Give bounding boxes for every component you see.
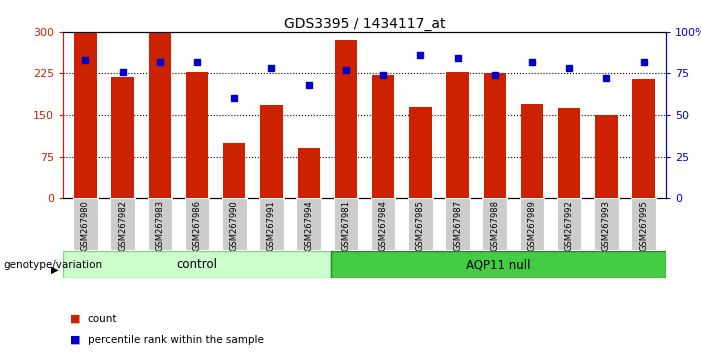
Bar xyxy=(557,198,581,250)
Text: GSM267981: GSM267981 xyxy=(341,200,350,251)
Bar xyxy=(558,108,580,198)
Bar xyxy=(632,79,655,198)
Text: ■: ■ xyxy=(70,335,81,345)
Bar xyxy=(222,198,247,250)
Bar xyxy=(223,143,245,198)
Bar xyxy=(111,77,134,198)
Bar xyxy=(260,105,283,198)
Text: GSM267990: GSM267990 xyxy=(230,200,239,251)
Bar xyxy=(259,198,284,250)
Bar xyxy=(186,72,208,198)
Bar xyxy=(595,115,618,198)
Text: GSM267991: GSM267991 xyxy=(267,200,276,251)
Bar xyxy=(408,198,433,250)
Text: count: count xyxy=(88,314,117,324)
Bar xyxy=(73,198,97,250)
Bar xyxy=(371,198,395,250)
Text: genotype/variation: genotype/variation xyxy=(4,260,102,270)
Bar xyxy=(519,198,544,250)
Text: GSM267993: GSM267993 xyxy=(602,200,611,251)
Text: GSM267995: GSM267995 xyxy=(639,200,648,251)
Bar xyxy=(409,107,432,198)
Bar xyxy=(149,33,171,198)
Bar xyxy=(74,33,97,198)
Text: GSM267980: GSM267980 xyxy=(81,200,90,251)
Bar xyxy=(447,72,469,198)
Bar xyxy=(63,251,331,278)
Bar xyxy=(297,198,321,250)
Bar xyxy=(334,198,358,250)
Bar xyxy=(297,148,320,198)
Bar xyxy=(594,198,619,250)
Bar xyxy=(185,198,210,250)
Text: GSM267994: GSM267994 xyxy=(304,200,313,251)
Text: GSM267987: GSM267987 xyxy=(453,200,462,251)
Text: percentile rank within the sample: percentile rank within the sample xyxy=(88,335,264,345)
Bar xyxy=(335,40,357,198)
Text: GSM267984: GSM267984 xyxy=(379,200,388,251)
Bar xyxy=(482,198,507,250)
Text: GSM267988: GSM267988 xyxy=(490,200,499,251)
Bar xyxy=(521,104,543,198)
Text: ▶: ▶ xyxy=(50,265,58,275)
Bar xyxy=(331,251,666,278)
Bar xyxy=(110,198,135,250)
Bar xyxy=(372,75,394,198)
Text: ■: ■ xyxy=(70,314,81,324)
Text: GSM267985: GSM267985 xyxy=(416,200,425,251)
Text: GSM267986: GSM267986 xyxy=(193,200,202,251)
Bar xyxy=(148,198,172,250)
Text: GSM267992: GSM267992 xyxy=(565,200,573,251)
Title: GDS3395 / 1434117_at: GDS3395 / 1434117_at xyxy=(284,17,445,31)
Text: control: control xyxy=(177,258,217,271)
Bar xyxy=(632,198,656,250)
Text: GSM267982: GSM267982 xyxy=(118,200,127,251)
Bar xyxy=(445,198,470,250)
Text: GSM267989: GSM267989 xyxy=(527,200,536,251)
Text: GSM267983: GSM267983 xyxy=(156,200,164,251)
Bar xyxy=(484,74,506,198)
Text: AQP11 null: AQP11 null xyxy=(466,258,531,271)
